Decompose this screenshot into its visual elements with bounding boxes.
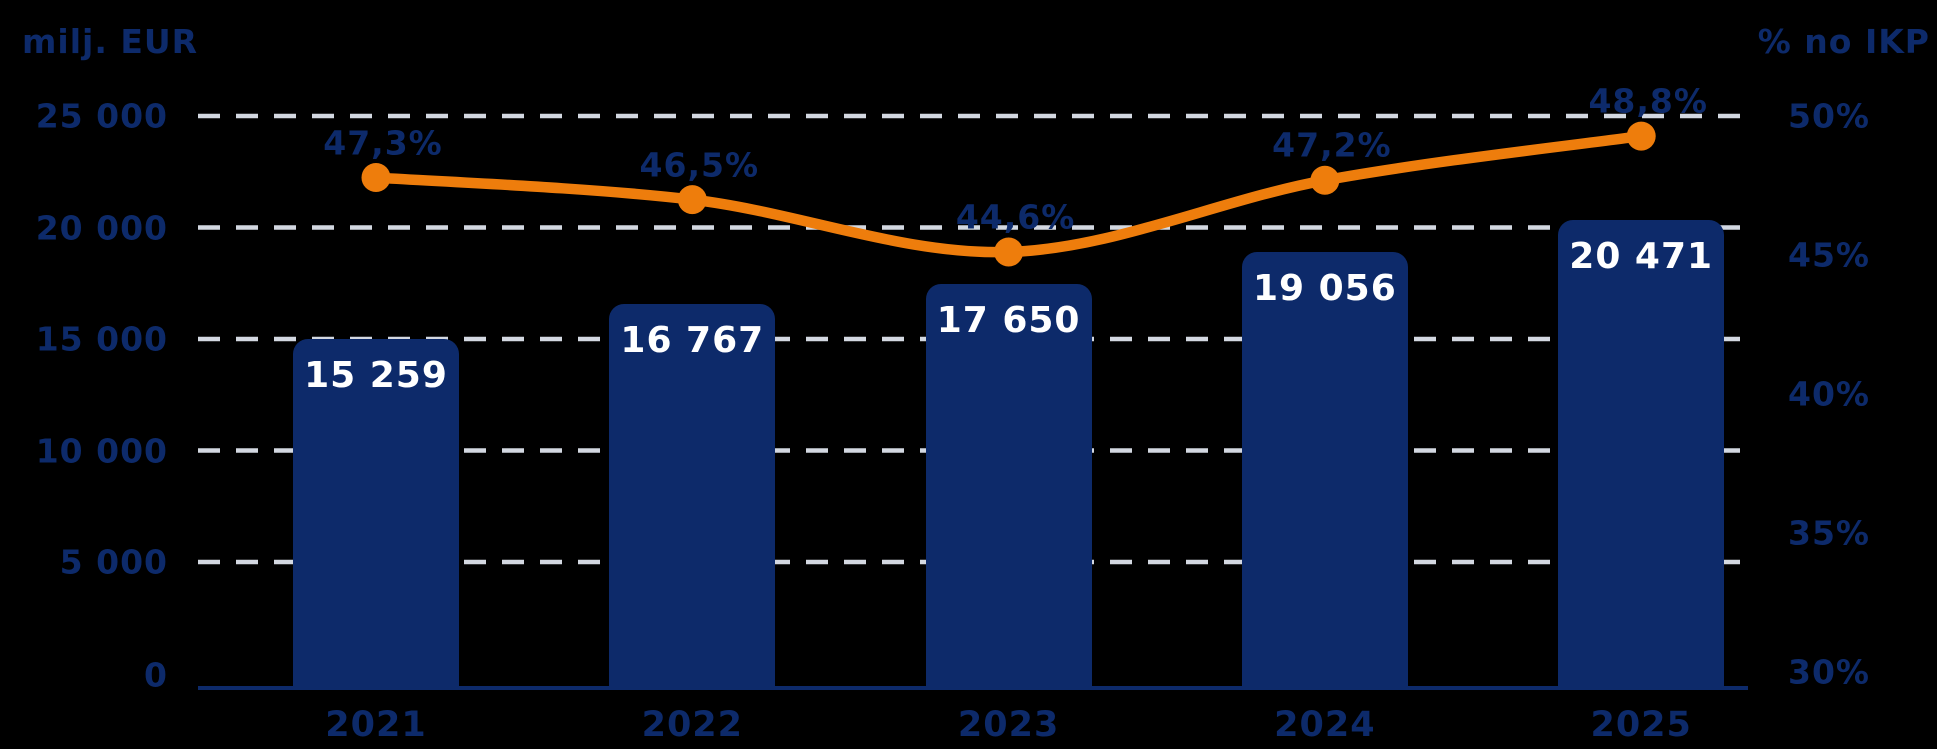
bar <box>1241 251 1408 688</box>
x-axis-label: 2024 <box>1274 705 1376 745</box>
left-axis-tick: 15 000 <box>35 319 168 359</box>
right-axis-tick: 40% <box>1788 374 1870 414</box>
line-marker <box>994 237 1024 267</box>
right-axis-tick: 50% <box>1788 96 1870 136</box>
bar-value-label: 17 650 <box>936 300 1081 342</box>
bar <box>925 284 1092 688</box>
line-marker <box>677 185 707 215</box>
bar <box>609 304 776 688</box>
line-marker <box>361 163 391 193</box>
left-axis-tick: 10 000 <box>35 431 168 470</box>
line-marker <box>1310 165 1340 195</box>
x-axis-label: 2022 <box>641 705 744 745</box>
bar-value-label: 15 259 <box>304 354 448 396</box>
line-point-label: 47,3% <box>323 123 443 163</box>
bar-value-label: 16 767 <box>620 320 765 362</box>
right-axis-tick: 30% <box>1788 652 1870 692</box>
line-point-label: 46,5% <box>639 145 760 185</box>
bar <box>1558 219 1725 688</box>
x-axis-label: 2025 <box>1590 705 1692 745</box>
right-axis-tick: 35% <box>1788 513 1870 553</box>
bar-value-label: 19 056 <box>1253 267 1397 309</box>
left-axis-tick: 25 000 <box>35 96 168 136</box>
left-axis-title: milj. EUR <box>22 22 199 61</box>
bar-value-label: 20 471 <box>1569 235 1714 277</box>
line-point-label: 44,6% <box>955 197 1076 237</box>
x-axis-label: 2023 <box>957 705 1060 745</box>
bar <box>293 338 459 688</box>
left-axis-tick: 0 <box>144 655 168 695</box>
line-marker <box>1626 121 1656 151</box>
line-point-label: 47,2% <box>1272 125 1392 165</box>
left-axis-tick: 5 000 <box>59 542 168 582</box>
right-axis-title: % no IKP <box>1757 22 1930 61</box>
line-point-label: 48,8% <box>1588 81 1708 121</box>
x-axis-label: 2021 <box>325 705 427 745</box>
right-axis-tick: 45% <box>1788 235 1870 275</box>
left-axis-tick: 20 000 <box>35 208 168 247</box>
